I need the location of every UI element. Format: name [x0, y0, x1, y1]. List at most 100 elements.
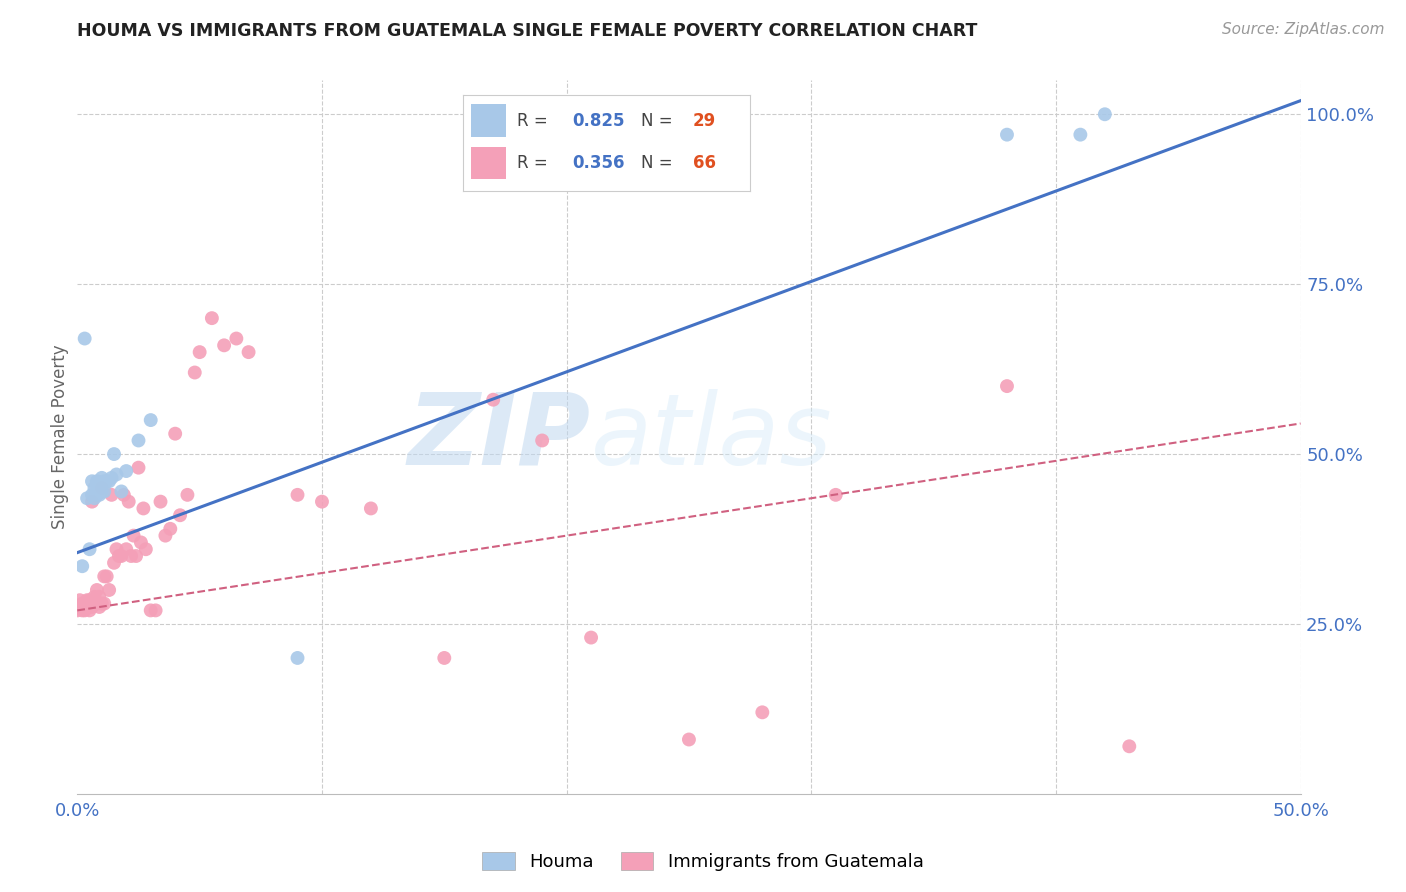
- Point: [1118, 739, 1140, 754]
- Point: [128, 460, 150, 475]
- Point: [159, 522, 181, 536]
- Point: [90, 471, 112, 485]
- Point: [145, 603, 167, 617]
- Point: [89, 488, 111, 502]
- Point: [995, 379, 1018, 393]
- Text: ZIP: ZIP: [408, 389, 591, 485]
- Point: [76, 599, 98, 614]
- Point: [311, 494, 333, 508]
- Point: [103, 447, 125, 461]
- Point: [129, 535, 152, 549]
- Point: [995, 128, 1018, 142]
- Point: [80, 475, 103, 489]
- Point: [76, 491, 98, 506]
- Point: [531, 434, 554, 448]
- Point: [579, 631, 602, 645]
- Text: atlas: atlas: [591, 389, 832, 485]
- Point: [96, 475, 118, 489]
- Point: [105, 542, 128, 557]
- Point: [83, 481, 105, 495]
- Point: [169, 508, 191, 523]
- Point: [83, 590, 105, 604]
- Point: [149, 494, 172, 508]
- Point: [86, 488, 108, 502]
- Point: [96, 569, 118, 583]
- Point: [93, 569, 115, 583]
- Point: [86, 475, 108, 489]
- Point: [212, 338, 235, 352]
- Point: [433, 651, 456, 665]
- Point: [128, 434, 150, 448]
- Point: [108, 549, 131, 563]
- Point: [79, 593, 101, 607]
- Point: [83, 597, 105, 611]
- Point: [135, 542, 157, 557]
- Point: [1069, 128, 1091, 142]
- Point: [155, 528, 177, 542]
- Point: [90, 481, 112, 495]
- Point: [89, 599, 111, 614]
- Point: [79, 542, 101, 557]
- Point: [93, 484, 115, 499]
- Point: [120, 549, 142, 563]
- Point: [165, 426, 187, 441]
- Point: [93, 475, 115, 489]
- Point: [188, 345, 211, 359]
- Point: [125, 549, 148, 563]
- Point: [86, 597, 108, 611]
- Point: [201, 311, 224, 326]
- Point: [89, 590, 111, 604]
- Point: [100, 471, 122, 485]
- Point: [139, 603, 162, 617]
- Point: [105, 467, 128, 482]
- Point: [93, 597, 115, 611]
- Point: [112, 488, 135, 502]
- Point: [751, 706, 773, 720]
- Point: [287, 488, 309, 502]
- Point: [678, 732, 700, 747]
- Point: [70, 597, 93, 611]
- Legend: Houma, Immigrants from Guatemala: Houma, Immigrants from Guatemala: [475, 845, 931, 879]
- Text: Source: ZipAtlas.com: Source: ZipAtlas.com: [1222, 22, 1385, 37]
- Point: [824, 488, 846, 502]
- Point: [83, 491, 105, 506]
- Point: [287, 651, 309, 665]
- Point: [225, 332, 247, 346]
- Point: [184, 366, 207, 380]
- Point: [100, 488, 122, 502]
- Point: [98, 475, 121, 489]
- Point: [118, 494, 141, 508]
- Point: [90, 597, 112, 611]
- Y-axis label: Single Female Poverty: Single Female Poverty: [51, 345, 69, 529]
- Point: [80, 488, 103, 502]
- Point: [73, 603, 96, 617]
- Point: [66, 603, 89, 617]
- Point: [89, 477, 111, 491]
- Point: [122, 528, 145, 542]
- Point: [98, 582, 121, 597]
- Point: [73, 332, 96, 346]
- Point: [482, 392, 505, 407]
- Point: [238, 345, 260, 359]
- Point: [86, 582, 108, 597]
- Text: HOUMA VS IMMIGRANTS FROM GUATEMALA SINGLE FEMALE POVERTY CORRELATION CHART: HOUMA VS IMMIGRANTS FROM GUATEMALA SINGL…: [77, 22, 977, 40]
- Point: [1094, 107, 1116, 121]
- Point: [76, 593, 98, 607]
- Point: [70, 603, 93, 617]
- Point: [69, 593, 91, 607]
- Point: [103, 556, 125, 570]
- Point: [69, 599, 91, 614]
- Point: [360, 501, 382, 516]
- Point: [90, 484, 112, 499]
- Point: [115, 464, 138, 478]
- Point: [176, 488, 198, 502]
- Point: [80, 494, 103, 508]
- Point: [110, 484, 132, 499]
- Point: [110, 549, 132, 563]
- Point: [139, 413, 162, 427]
- Point: [115, 542, 138, 557]
- Point: [73, 597, 96, 611]
- Point: [79, 603, 101, 617]
- Point: [70, 559, 93, 574]
- Point: [80, 599, 103, 614]
